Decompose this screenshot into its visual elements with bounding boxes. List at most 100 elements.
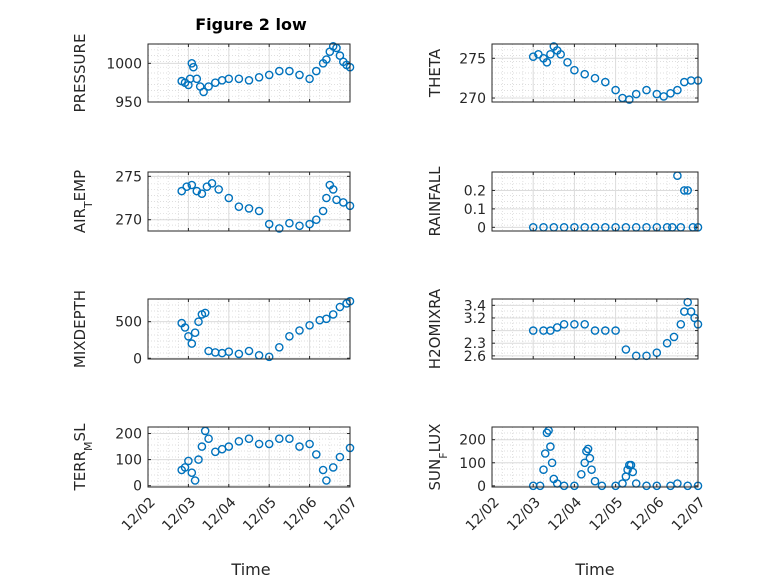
data-point <box>192 186 202 196</box>
data-point <box>244 434 254 444</box>
data-point <box>207 178 217 188</box>
data-point <box>540 449 550 458</box>
pressure-panel: 950 1000 PRESSURE <box>71 34 355 113</box>
data-point <box>652 481 662 491</box>
air-temp-panel: 270 275 AIRTEMP <box>71 169 355 233</box>
x-tick-label: 12/06 <box>280 494 320 534</box>
y-tick-label: 3.2 <box>464 311 486 327</box>
data-point <box>580 458 590 468</box>
data-point <box>590 476 600 486</box>
data-point <box>285 434 294 444</box>
data-point <box>194 455 203 464</box>
y-tick-label: 100 <box>459 456 486 472</box>
data-point <box>587 465 596 475</box>
data-point <box>199 87 208 97</box>
rainfall-panel: 0 0.1 0.2 RAINFALL <box>426 166 703 236</box>
data-point <box>577 469 586 479</box>
data-point <box>224 442 234 451</box>
data-point <box>676 319 686 329</box>
data-point <box>311 66 321 76</box>
data-point <box>311 215 321 224</box>
y-tick-label: 3.4 <box>464 298 486 314</box>
y-axis-label: PRESSURE <box>71 34 89 113</box>
data-point <box>590 73 600 83</box>
data-point <box>192 74 202 84</box>
data-point <box>642 85 651 95</box>
data-point <box>597 481 607 491</box>
data-point <box>570 481 579 491</box>
data-point <box>187 339 197 348</box>
data-point <box>214 185 223 194</box>
data-point <box>583 444 593 454</box>
sun-flux-panel: 0 100 200 12/02 12/03 12/04 12/05 12/06 12/07 SUN… <box>426 424 709 535</box>
data-point <box>274 434 284 444</box>
data-point <box>546 50 555 59</box>
y-axis-label: TERRMSL <box>71 423 95 492</box>
data-point <box>264 439 274 449</box>
x-tick-label: 12/07 <box>321 494 361 534</box>
y-tick-label: 0.1 <box>464 202 486 218</box>
y-tick-label: 1000 <box>106 56 142 72</box>
y-axis-label: THETA <box>426 48 444 98</box>
data-point <box>311 450 321 459</box>
data-point <box>546 442 555 451</box>
data-point <box>180 323 190 332</box>
data-point <box>204 82 213 91</box>
data-point <box>659 92 669 101</box>
y-tick-label: 270 <box>459 91 486 107</box>
data-point <box>190 476 200 485</box>
figure-title: Figure 2 low <box>195 15 307 34</box>
y-tick-label: 270 <box>115 213 142 229</box>
data-series <box>177 426 355 485</box>
data-point <box>187 59 197 68</box>
y-tick-label: 0 <box>477 479 486 495</box>
data-point <box>570 65 579 75</box>
data-point <box>585 453 595 463</box>
data-point <box>264 70 274 80</box>
data-point <box>669 332 679 342</box>
data-point <box>673 85 682 95</box>
minor-grid <box>491 44 699 102</box>
data-point <box>322 314 331 324</box>
data-point <box>254 73 264 82</box>
x-tick-label: 12/04 <box>200 494 240 534</box>
y-axis-label: H2OMIXRA <box>426 288 444 369</box>
data-point <box>190 328 200 338</box>
data-point <box>628 467 638 477</box>
data-point <box>683 186 693 195</box>
data-point <box>539 465 548 475</box>
data-point <box>580 319 590 329</box>
axes-box <box>491 298 699 360</box>
data-point <box>264 219 274 229</box>
axes-box <box>491 43 699 103</box>
data-point <box>563 58 572 67</box>
x-tick-label: 12/02 <box>119 494 159 534</box>
data-point <box>328 310 338 319</box>
y-tick-label: 2.6 <box>464 349 486 365</box>
data-point <box>547 458 557 468</box>
minor-grid <box>147 299 351 359</box>
data-point <box>542 428 552 438</box>
data-point <box>611 326 620 335</box>
data-point <box>601 77 610 87</box>
y-tick-label: 275 <box>459 51 486 67</box>
y-tick-label: 200 <box>459 433 486 449</box>
data-point <box>244 76 254 85</box>
h2omixra-panel: 2.62.3 3.23.4 H2OMIXRA <box>426 288 703 369</box>
y-tick-label: 500 <box>115 315 142 331</box>
data-point <box>580 69 590 79</box>
data-point <box>335 302 345 312</box>
data-point <box>254 206 264 216</box>
data-point <box>305 439 314 449</box>
y-axis-label: SUNFLUX <box>426 424 450 491</box>
data-point <box>295 70 304 80</box>
data-series <box>528 297 703 361</box>
axes-box <box>147 426 351 488</box>
y-axis-label: MIXDEPTH <box>71 290 89 368</box>
x-tick-label: 12/04 <box>545 494 585 534</box>
data-point <box>305 74 314 84</box>
data-point <box>662 338 672 348</box>
y-tick-label: 0 <box>133 479 142 495</box>
data-point <box>338 198 348 207</box>
minor-grid <box>491 299 699 359</box>
